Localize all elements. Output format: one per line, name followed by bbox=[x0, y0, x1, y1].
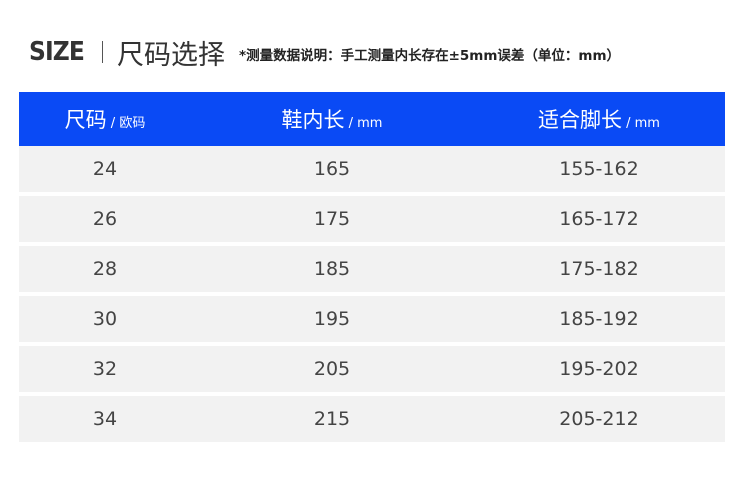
measurement-note: *测量数据说明：手工测量内长存在±5mm误差（单位：mm） bbox=[239, 48, 621, 64]
divider bbox=[102, 41, 104, 63]
cell-size: 32 bbox=[92, 358, 118, 380]
table-row: 34 215 205-212 bbox=[19, 396, 725, 442]
header-foot-length-unit: / mm bbox=[622, 116, 660, 131]
header-size-label: 尺码 bbox=[64, 108, 107, 132]
cell-inner-length: 205 bbox=[313, 358, 351, 380]
header-inner-length: 鞋内长 / mm bbox=[191, 104, 473, 134]
cell-size: 24 bbox=[92, 158, 118, 180]
cell-size: 34 bbox=[92, 408, 118, 430]
cell-size: 30 bbox=[92, 308, 118, 330]
cell-inner-length: 215 bbox=[313, 408, 351, 430]
table-header: 尺码 / 欧码 鞋内长 / mm 适合脚长 / mm bbox=[19, 92, 725, 146]
cell-foot-length: 195-202 bbox=[559, 358, 639, 380]
heading: 尺码选择 bbox=[117, 39, 226, 71]
table-row: 24 165 155-162 bbox=[19, 146, 725, 192]
brand-size-label: SIZE bbox=[29, 37, 85, 67]
cell-foot-length: 165-172 bbox=[559, 208, 639, 230]
header-foot-length-label: 适合脚长 bbox=[538, 108, 622, 132]
cell-foot-length: 205-212 bbox=[559, 408, 639, 430]
cell-size: 28 bbox=[92, 258, 118, 280]
cell-foot-length: 185-192 bbox=[559, 308, 639, 330]
header-size: 尺码 / 欧码 bbox=[19, 104, 191, 134]
cell-foot-length: 155-162 bbox=[559, 158, 639, 180]
cell-size: 26 bbox=[92, 208, 118, 230]
cell-inner-length: 165 bbox=[313, 158, 351, 180]
cell-inner-length: 175 bbox=[313, 208, 351, 230]
page-title: SIZE 尺码选择 *测量数据说明：手工测量内长存在±5mm误差（单位：mm） bbox=[29, 34, 621, 71]
size-table: 尺码 / 欧码 鞋内长 / mm 适合脚长 / mm 24 165 155-162 2… bbox=[19, 92, 725, 442]
table-row: 30 195 185-192 bbox=[19, 296, 725, 342]
table-row: 32 205 195-202 bbox=[19, 346, 725, 392]
table-row: 28 185 175-182 bbox=[19, 246, 725, 292]
header-size-unit: / 欧码 bbox=[106, 116, 146, 131]
header-inner-length-label: 鞋内长 bbox=[281, 108, 345, 132]
header-inner-length-unit: / mm bbox=[344, 116, 383, 131]
table-row: 26 175 165-172 bbox=[19, 196, 725, 242]
header-foot-length: 适合脚长 / mm bbox=[473, 104, 725, 134]
cell-inner-length: 185 bbox=[313, 258, 351, 280]
cell-foot-length: 175-182 bbox=[559, 258, 639, 280]
cell-inner-length: 195 bbox=[313, 308, 351, 330]
